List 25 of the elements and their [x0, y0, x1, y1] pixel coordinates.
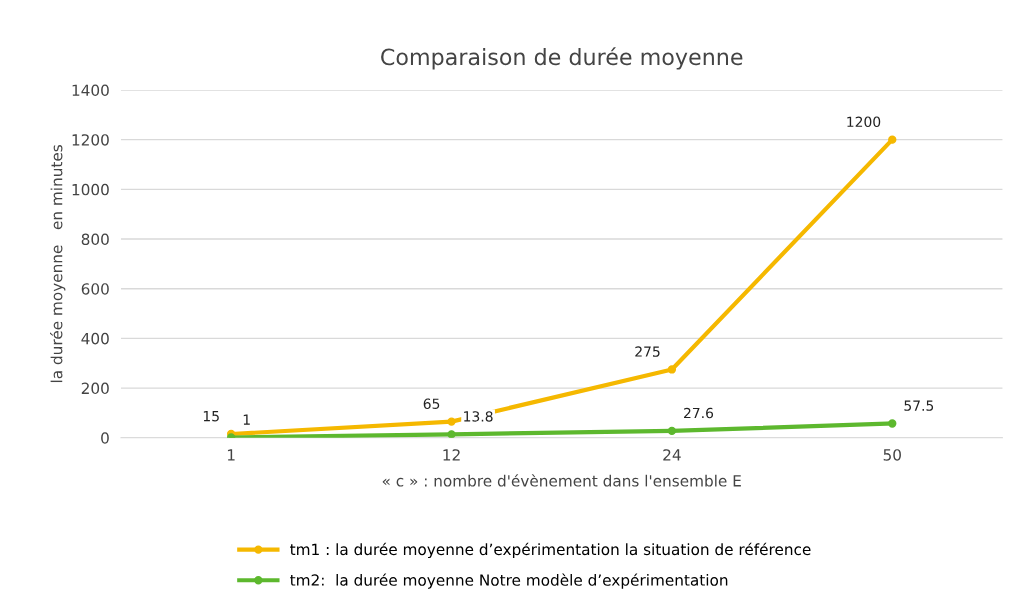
data-label: 65 [423, 398, 440, 409]
y-tick-label: 200 [81, 382, 109, 395]
data-label: 1 [243, 414, 250, 425]
data-label: 27.6 [684, 407, 714, 419]
y-tick-label: 0 [101, 432, 109, 444]
x-axis-title: « c » : nombre d'évènement dans l'ensemble E [382, 474, 741, 487]
data-label: 13.8 [464, 411, 493, 422]
data-label: 57.5 [904, 400, 934, 411]
x-tick-label: 1 [227, 449, 235, 461]
x-tick-label: 24 [663, 449, 681, 461]
chart-title: Comparaison de durée moyenne [381, 47, 743, 70]
data-label: 275 [635, 346, 660, 357]
y-tick-label: 600 [81, 283, 109, 295]
y-axis-title: la durée moyenne en minutes [50, 145, 66, 383]
x-tick-label: 50 [883, 449, 901, 461]
legend-label: tm1 : la durée moyenne d’expérimentation la situation de référence [290, 542, 811, 559]
y-tick-label: 800 [81, 233, 109, 246]
data-label: 1200 [847, 116, 881, 128]
legend-label: tm2: la durée moyenne Notre modèle d’expérimentation [290, 573, 728, 589]
y-tick-label: 1400 [72, 84, 109, 97]
x-tick-label: 12 [443, 449, 460, 461]
y-tick-label: 400 [81, 332, 109, 345]
y-tick-label: 1200 [72, 134, 109, 146]
y-tick-label: 1000 [72, 183, 109, 196]
data-label: 15 [203, 411, 219, 422]
